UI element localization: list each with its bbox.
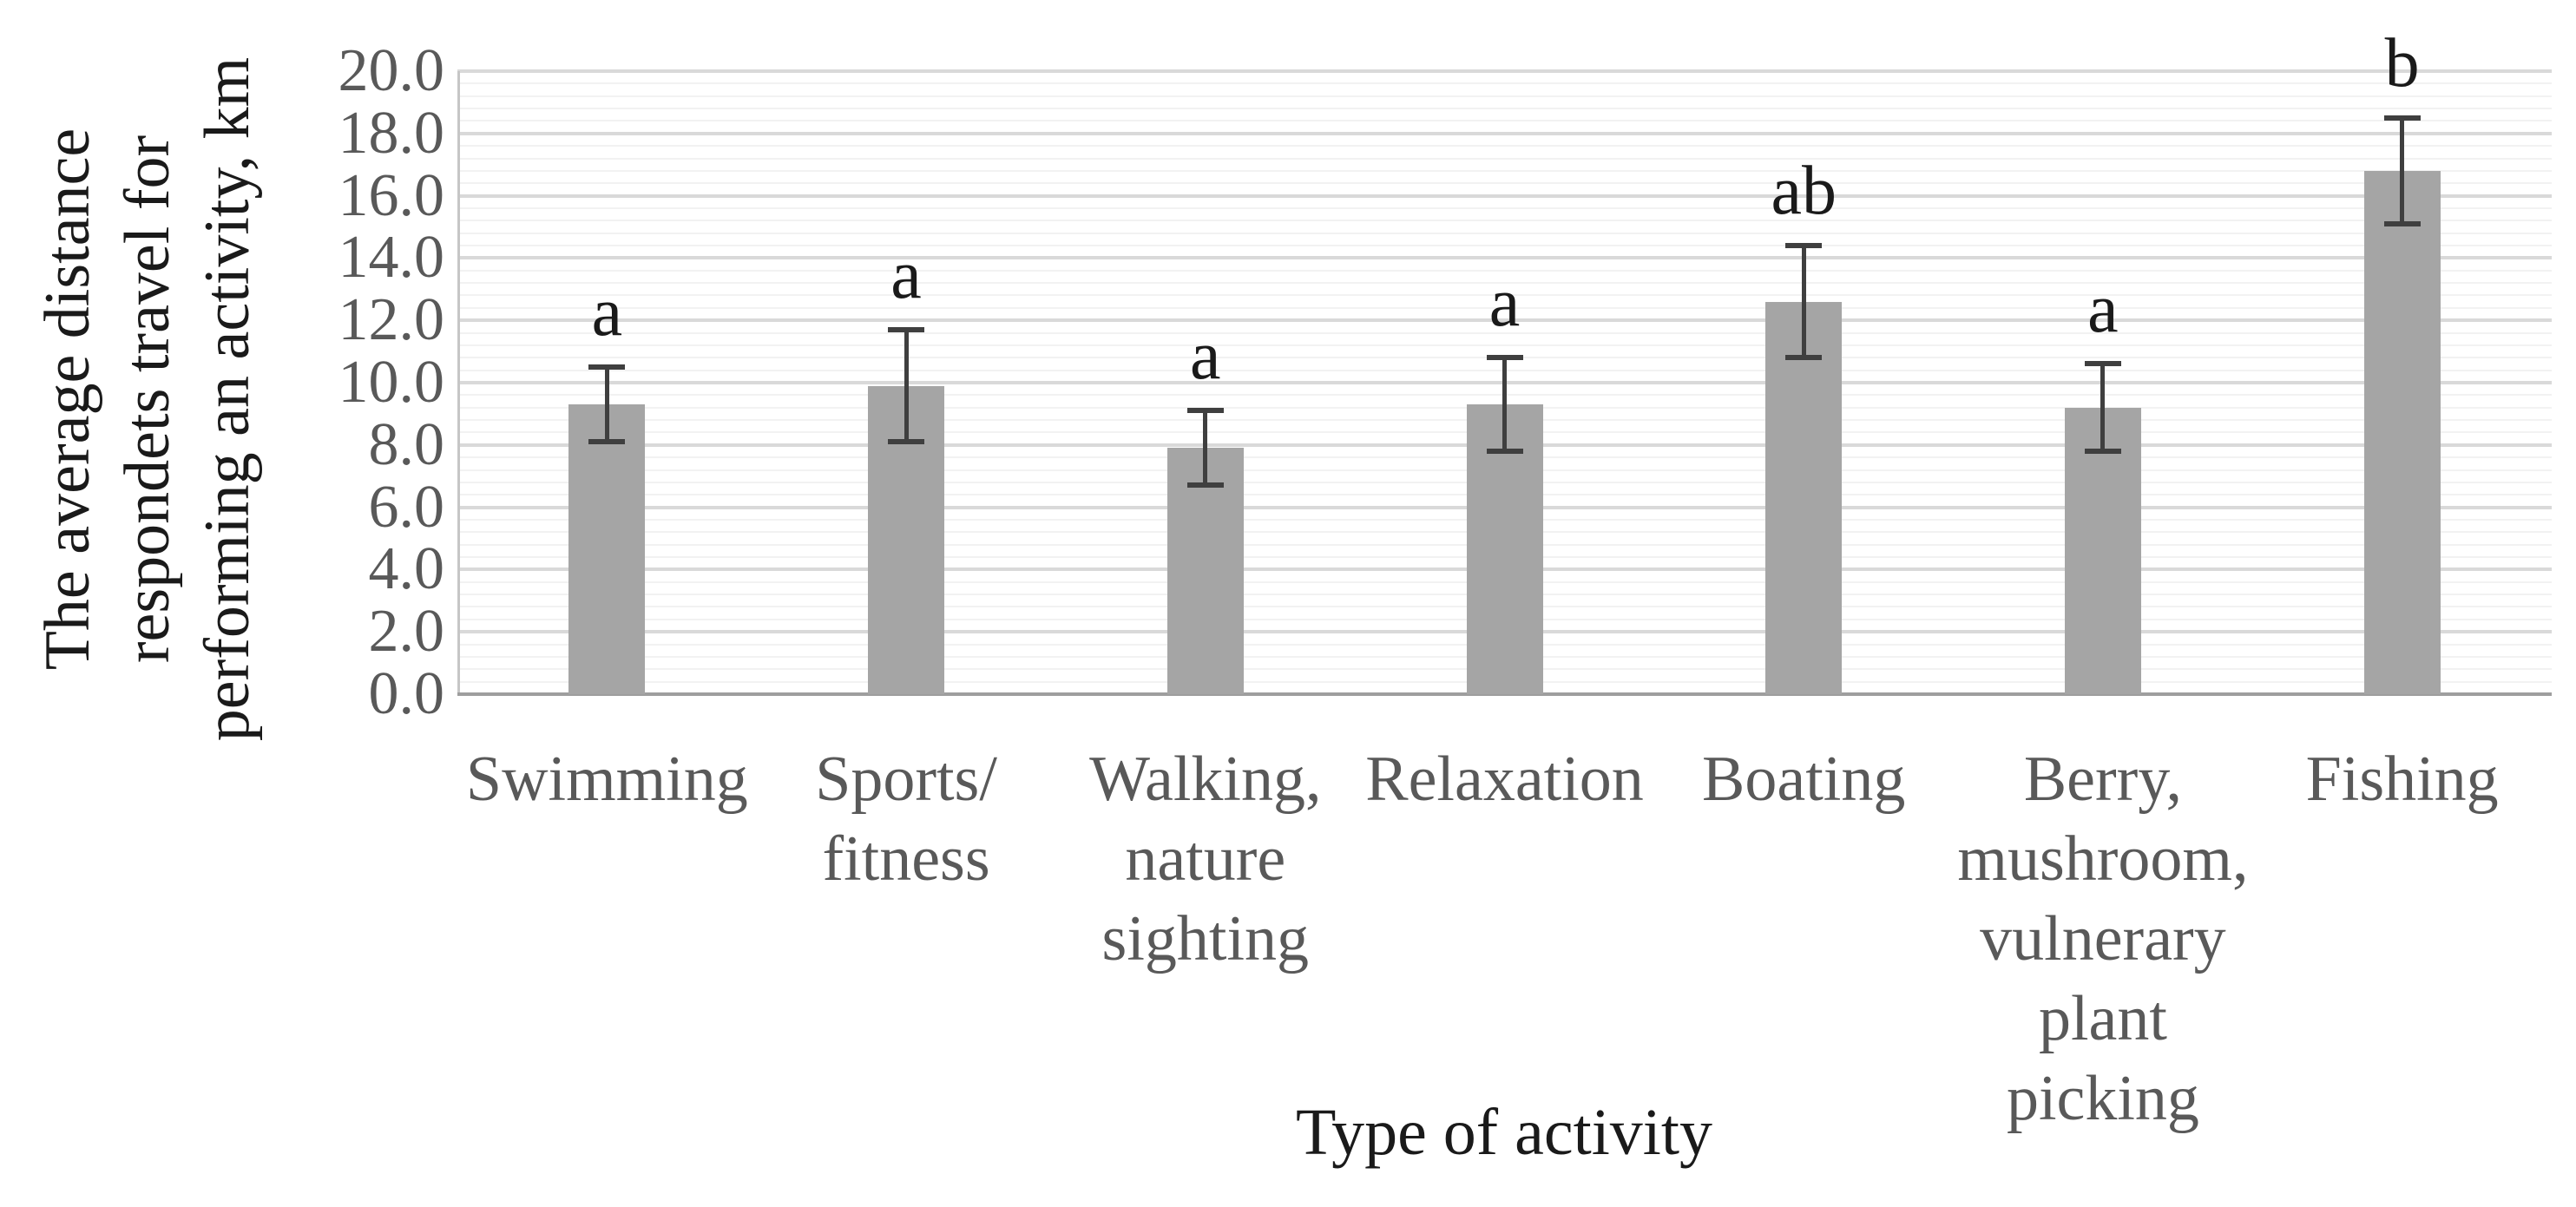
category-label: Berry, mushroom, vulnerary plant picking (1957, 739, 2248, 1138)
error-bar-top-cap (1186, 408, 1224, 414)
y-tick-label: 12.0 (338, 286, 445, 354)
minor-gridline (457, 269, 2552, 272)
significance-letter: a (1488, 265, 1521, 342)
category-label: Fishing (2306, 739, 2499, 819)
major-gridline (457, 69, 2552, 73)
minor-gridline (457, 95, 2552, 97)
category-label-line: vulnerary (1980, 903, 2226, 974)
category-label-line: Relaxation (1365, 744, 1644, 815)
error-bar-bottom-cap (1486, 448, 1523, 454)
y-axis-title-line-2: respondets travel for (112, 134, 183, 664)
bar-walking-nature-sighting (1166, 448, 1244, 694)
y-tick-label: 0.0 (368, 660, 445, 727)
error-bar (2100, 364, 2106, 451)
category-label-line: mushroom, (1957, 823, 2249, 895)
category-label: Walking, nature sighting (1089, 739, 1321, 979)
y-tick-label: 4.0 (368, 535, 445, 603)
y-tick-label: 18.0 (338, 99, 445, 167)
y-tick-label: 20.0 (338, 37, 445, 104)
error-bar (1801, 246, 1806, 358)
bar-berry-mushroom-vulnerary-plant-picking (2064, 407, 2141, 694)
minor-gridline (457, 331, 2552, 334)
error-bar-top-cap (888, 326, 925, 332)
minor-gridline (457, 145, 2552, 148)
minor-gridline (457, 306, 2552, 309)
error-bar-top-cap (1486, 355, 1523, 361)
category-label-line: fitness (822, 823, 990, 895)
error-bar (1502, 358, 1507, 451)
error-bar-bottom-cap (588, 439, 626, 445)
bar-boating (1765, 301, 1843, 694)
category-label-line: picking (2006, 1063, 2199, 1134)
category-label-line: Fishing (2305, 744, 2499, 815)
y-axis-line (457, 71, 460, 694)
bar-swimming (568, 404, 646, 694)
error-bar-bottom-cap (2084, 448, 2121, 454)
y-tick-label: 6.0 (368, 473, 445, 541)
significance-letter: a (591, 274, 623, 351)
minor-gridline (457, 182, 2552, 185)
error-bar-top-cap (2383, 115, 2421, 121)
minor-gridline (457, 282, 2552, 285)
error-bar (1203, 410, 1208, 486)
y-axis-title: The average distance respondets travel f… (28, 57, 267, 741)
significance-letter: a (890, 236, 922, 313)
minor-gridline (457, 294, 2552, 297)
y-tick-label: 10.0 (338, 349, 445, 416)
minor-gridline (457, 220, 2552, 222)
y-tick-label: 16.0 (338, 161, 445, 229)
category-label-line: Sports/ (815, 744, 997, 815)
category-label-line: nature (1125, 823, 1286, 895)
category-label-line: plant (2038, 983, 2167, 1054)
category-label: Swimming (466, 739, 748, 819)
y-tick-label: 8.0 (368, 410, 445, 478)
error-bar (2400, 117, 2405, 224)
minor-gridline (457, 232, 2552, 234)
error-bar (904, 329, 909, 443)
minor-gridline (457, 108, 2552, 110)
x-axis-title: Type of activity (1295, 1096, 1713, 1169)
error-bar-bottom-cap (1186, 482, 1224, 489)
category-label: Relaxation (1365, 739, 1644, 819)
major-gridline (457, 318, 2552, 323)
significance-letter: a (2087, 271, 2119, 348)
minor-gridline (457, 157, 2552, 160)
major-gridline (457, 256, 2552, 260)
minor-gridline (457, 169, 2552, 172)
error-bar-top-cap (1785, 243, 1823, 249)
bar-fishing (2363, 170, 2441, 694)
error-bar-bottom-cap (2383, 220, 2421, 226)
error-bar (604, 367, 609, 443)
y-axis-title-line-1: The average distance (32, 128, 103, 671)
error-bar-bottom-cap (1785, 355, 1823, 361)
minor-gridline (457, 82, 2552, 85)
error-bar-top-cap (2084, 361, 2121, 367)
y-axis-title-line-3: performing an activity, km (192, 56, 263, 742)
minor-gridline (457, 207, 2552, 209)
category-label-line: Walking, (1089, 744, 1322, 815)
y-tick-label: 2.0 (368, 598, 445, 666)
category-label-line: Boating (1702, 744, 1906, 815)
category-label-line: sighting (1101, 903, 1310, 974)
category-label: Boating (1702, 739, 1905, 819)
major-gridline (457, 194, 2552, 198)
error-bar-top-cap (588, 364, 626, 371)
category-label: Sports/fitness (815, 739, 997, 899)
significance-letter: ab (1771, 153, 1837, 230)
minor-gridline (457, 245, 2552, 247)
major-gridline (457, 131, 2552, 135)
error-bar-bottom-cap (888, 439, 925, 445)
category-label-line: Swimming (465, 744, 748, 815)
significance-letter: a (1190, 318, 1221, 395)
category-label-line: Berry, (2023, 744, 2183, 815)
minor-gridline (457, 344, 2552, 346)
x-axis-line (457, 692, 2552, 696)
minor-gridline (457, 120, 2552, 122)
y-tick-label: 14.0 (338, 224, 445, 292)
significance-letter: b (2384, 24, 2420, 102)
